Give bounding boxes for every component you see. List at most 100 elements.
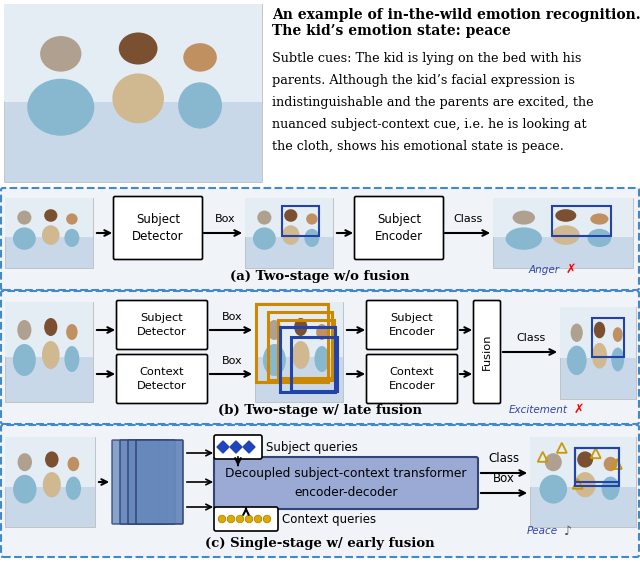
Ellipse shape — [44, 318, 58, 336]
Bar — [5, 198, 93, 237]
Text: Peace: Peace — [527, 526, 558, 536]
Ellipse shape — [294, 318, 307, 336]
Circle shape — [227, 515, 235, 523]
Bar — [575, 448, 619, 485]
Ellipse shape — [556, 209, 576, 222]
Text: Box: Box — [221, 312, 243, 322]
Ellipse shape — [40, 36, 81, 72]
Circle shape — [245, 515, 253, 523]
Text: Class: Class — [453, 214, 483, 224]
Ellipse shape — [66, 477, 81, 500]
Ellipse shape — [592, 343, 607, 368]
Ellipse shape — [13, 227, 36, 250]
Bar — [280, 327, 335, 392]
Ellipse shape — [506, 227, 542, 250]
FancyBboxPatch shape — [113, 197, 202, 259]
Circle shape — [236, 515, 244, 523]
FancyBboxPatch shape — [214, 435, 262, 459]
Ellipse shape — [314, 346, 330, 372]
Text: Class: Class — [516, 333, 546, 343]
Bar — [5, 302, 93, 402]
Bar — [5, 198, 93, 268]
Text: Decoupled subject-context transformer
encoder-decoder: Decoupled subject-context transformer en… — [225, 467, 467, 498]
Ellipse shape — [268, 320, 282, 340]
Bar — [552, 206, 611, 236]
Text: nuanced subject-context cue, i.e. he is looking at: nuanced subject-context cue, i.e. he is … — [272, 118, 587, 131]
Ellipse shape — [42, 225, 60, 245]
Text: Class: Class — [488, 452, 520, 465]
Ellipse shape — [44, 209, 58, 222]
Ellipse shape — [257, 211, 271, 225]
Ellipse shape — [68, 457, 79, 471]
Bar — [5, 437, 95, 486]
Ellipse shape — [513, 211, 535, 225]
Bar — [493, 198, 633, 268]
Text: ♪: ♪ — [564, 525, 572, 538]
Bar — [282, 206, 319, 236]
Ellipse shape — [552, 225, 580, 245]
Text: Subject
Encoder: Subject Encoder — [375, 212, 423, 244]
Circle shape — [263, 515, 271, 523]
Text: (b) Two-stage w/ late fusion: (b) Two-stage w/ late fusion — [218, 404, 422, 417]
Circle shape — [218, 515, 226, 523]
Text: The kid’s emotion state: peace: The kid’s emotion state: peace — [272, 24, 511, 38]
Text: (a) Two-stage w/o fusion: (a) Two-stage w/o fusion — [230, 270, 410, 283]
Ellipse shape — [65, 229, 79, 247]
FancyBboxPatch shape — [120, 440, 167, 524]
Ellipse shape — [119, 32, 157, 64]
Bar — [255, 302, 343, 357]
Text: parents. Although the kid’s facial expression is: parents. Although the kid’s facial expre… — [272, 74, 575, 87]
Text: Box: Box — [493, 472, 515, 485]
Text: An example of in-the-wild emotion recognition.: An example of in-the-wild emotion recogn… — [272, 8, 640, 22]
Text: Fusion: Fusion — [482, 334, 492, 370]
Ellipse shape — [13, 344, 36, 376]
Ellipse shape — [604, 457, 618, 471]
Text: Subtle cues: The kid is lying on the bed with his: Subtle cues: The kid is lying on the bed… — [272, 52, 581, 65]
FancyBboxPatch shape — [112, 440, 159, 524]
Ellipse shape — [42, 341, 60, 369]
Ellipse shape — [571, 324, 583, 342]
FancyBboxPatch shape — [1, 425, 639, 557]
Polygon shape — [243, 441, 255, 453]
Ellipse shape — [183, 43, 217, 72]
Ellipse shape — [613, 327, 623, 342]
Bar — [560, 307, 636, 358]
Text: Context
Detector: Context Detector — [137, 367, 187, 391]
Text: indistinguishable and the parents are excited, the: indistinguishable and the parents are ex… — [272, 96, 594, 109]
Ellipse shape — [611, 347, 624, 371]
Ellipse shape — [602, 477, 620, 500]
Text: Context
Encoder: Context Encoder — [388, 367, 435, 391]
Text: Excitement: Excitement — [509, 405, 568, 415]
Text: ✗: ✗ — [566, 263, 577, 276]
Ellipse shape — [282, 225, 300, 245]
FancyBboxPatch shape — [355, 197, 444, 259]
Ellipse shape — [43, 472, 61, 497]
Bar — [278, 320, 334, 378]
Text: Subject
Detector: Subject Detector — [132, 212, 184, 244]
Ellipse shape — [66, 324, 77, 340]
Bar — [245, 198, 333, 237]
FancyBboxPatch shape — [214, 457, 478, 509]
Bar — [493, 198, 633, 237]
Bar — [0, 0, 640, 185]
Ellipse shape — [45, 451, 58, 468]
Ellipse shape — [65, 346, 79, 372]
Text: Subject
Encoder: Subject Encoder — [388, 313, 435, 337]
Text: the cloth, shows his emotional state is peace.: the cloth, shows his emotional state is … — [272, 140, 564, 153]
Ellipse shape — [28, 79, 94, 136]
Bar — [5, 437, 95, 527]
Ellipse shape — [594, 321, 605, 338]
Ellipse shape — [540, 475, 567, 503]
Ellipse shape — [305, 229, 319, 247]
Text: Anger: Anger — [529, 265, 560, 275]
Bar — [592, 318, 624, 357]
Bar — [575, 448, 619, 482]
Bar — [530, 437, 636, 486]
Bar — [5, 302, 93, 357]
Text: Subject
Detector: Subject Detector — [137, 313, 187, 337]
Ellipse shape — [588, 229, 611, 247]
Text: ✗: ✗ — [574, 403, 584, 416]
Ellipse shape — [263, 344, 286, 376]
FancyBboxPatch shape — [367, 354, 458, 403]
Ellipse shape — [577, 451, 593, 468]
